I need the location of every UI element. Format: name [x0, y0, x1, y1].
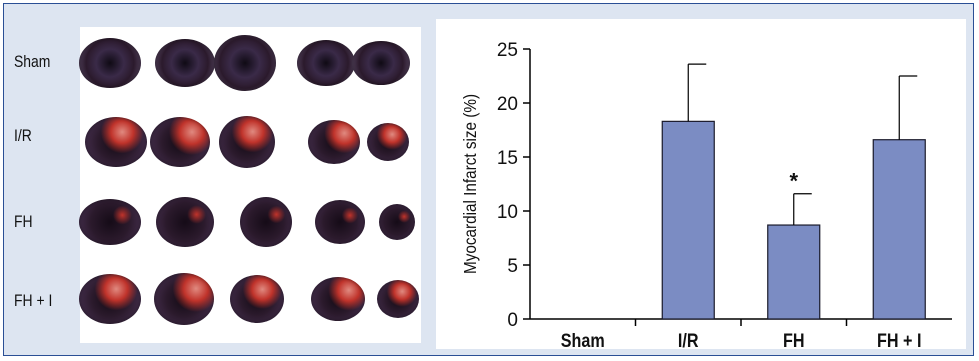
row-label: I/R — [14, 126, 32, 145]
y-tick-label: 15 — [497, 148, 518, 169]
row-label: FH + I — [14, 291, 53, 310]
heart-slice — [85, 117, 147, 167]
heart-slices-photo — [79, 27, 421, 343]
y-tick-label: 10 — [497, 202, 518, 223]
heart-slice — [156, 197, 214, 247]
heart-slice — [297, 40, 355, 86]
row-label: FH — [14, 212, 33, 231]
x-tick-label: Sham — [561, 330, 605, 349]
heart-slice — [230, 275, 284, 323]
x-tick-label: I/R — [678, 330, 699, 349]
bar — [872, 139, 926, 320]
y-tick-label: 25 — [497, 40, 518, 61]
bar — [661, 120, 715, 320]
heart-slice — [379, 204, 415, 240]
heart-slice — [79, 38, 141, 88]
heart-slice — [155, 39, 215, 87]
heart-slice — [367, 123, 409, 161]
infarct-size-bar-chart: 0 5 10 15 20 25 Myocardial Infarct size (%) Sha… — [460, 40, 952, 351]
heart-slice — [219, 116, 275, 168]
heart-slice — [154, 273, 214, 325]
heart-slice — [79, 199, 141, 245]
heart-slice — [311, 277, 365, 321]
bar — [767, 224, 821, 320]
heart-slice — [214, 35, 276, 91]
x-tick-label: FH + I — [877, 330, 921, 349]
heart-slice — [240, 197, 292, 247]
heart-slice — [79, 274, 141, 324]
heart-slice — [150, 117, 210, 167]
heart-slice — [308, 120, 360, 164]
x-tick-label: FH — [783, 330, 805, 349]
heart-slice — [352, 41, 410, 85]
y-tick-label: 5 — [507, 256, 518, 277]
y-tick-label: 20 — [497, 94, 518, 115]
heart-slice — [377, 280, 419, 318]
y-tick-label: 0 — [507, 310, 518, 331]
figure-frame: Sham I/R FH FH + I 0 5 10 15 20 25 Myocardial Inf… — [3, 3, 974, 356]
heart-slice — [315, 200, 365, 244]
y-axis-label: Myocardial Infarct size (%) — [460, 94, 480, 274]
chart-panel: 0 5 10 15 20 25 Myocardial Infarct size (%) Sha… — [436, 19, 966, 351]
row-label: Sham — [14, 52, 51, 71]
significance-marker: * — [789, 169, 798, 194]
